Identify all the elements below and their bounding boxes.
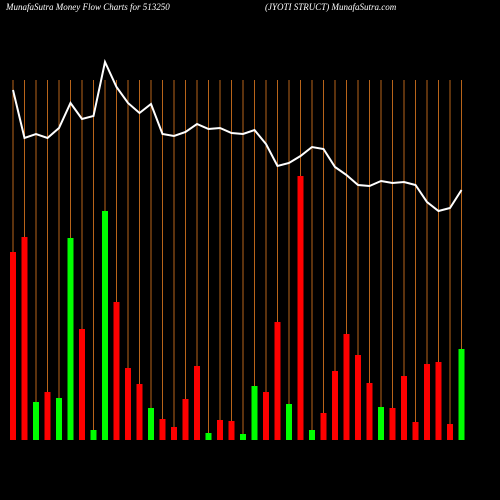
bar xyxy=(366,383,373,440)
bar xyxy=(355,355,361,440)
bar xyxy=(159,419,166,440)
bar xyxy=(67,238,74,440)
bar xyxy=(378,407,384,440)
bar xyxy=(228,421,235,440)
bar xyxy=(33,402,39,440)
bar xyxy=(148,408,154,440)
bar xyxy=(217,420,223,440)
bar xyxy=(125,368,131,440)
bar xyxy=(171,427,177,440)
bar xyxy=(343,334,350,440)
bar xyxy=(90,430,97,440)
bar xyxy=(412,422,419,440)
bar xyxy=(263,392,269,440)
bar xyxy=(447,424,453,440)
bar xyxy=(10,252,16,440)
bar xyxy=(297,176,304,440)
bar xyxy=(309,430,315,440)
bar xyxy=(424,364,430,440)
chart-subtitle: (JYOTI STRUCT) MunafaSutra.com xyxy=(265,2,397,12)
bar xyxy=(194,366,200,440)
bar xyxy=(286,404,292,440)
bar xyxy=(320,413,327,440)
bar xyxy=(136,384,143,440)
bar xyxy=(21,237,28,440)
bar xyxy=(401,376,407,440)
bar xyxy=(240,434,246,440)
bar xyxy=(79,329,85,440)
chart-title: MunafaSutra Money Flow Charts for 513250 xyxy=(5,2,170,12)
bar xyxy=(435,362,442,440)
bar xyxy=(389,408,396,440)
bar xyxy=(332,371,338,440)
bar xyxy=(44,392,51,440)
bar xyxy=(113,302,120,440)
bar xyxy=(182,399,189,440)
bar xyxy=(102,211,108,440)
bar xyxy=(205,433,212,440)
bar xyxy=(274,322,281,440)
flow-line xyxy=(12,58,463,213)
bar xyxy=(251,386,258,440)
bar xyxy=(56,398,62,440)
bar xyxy=(458,349,465,440)
